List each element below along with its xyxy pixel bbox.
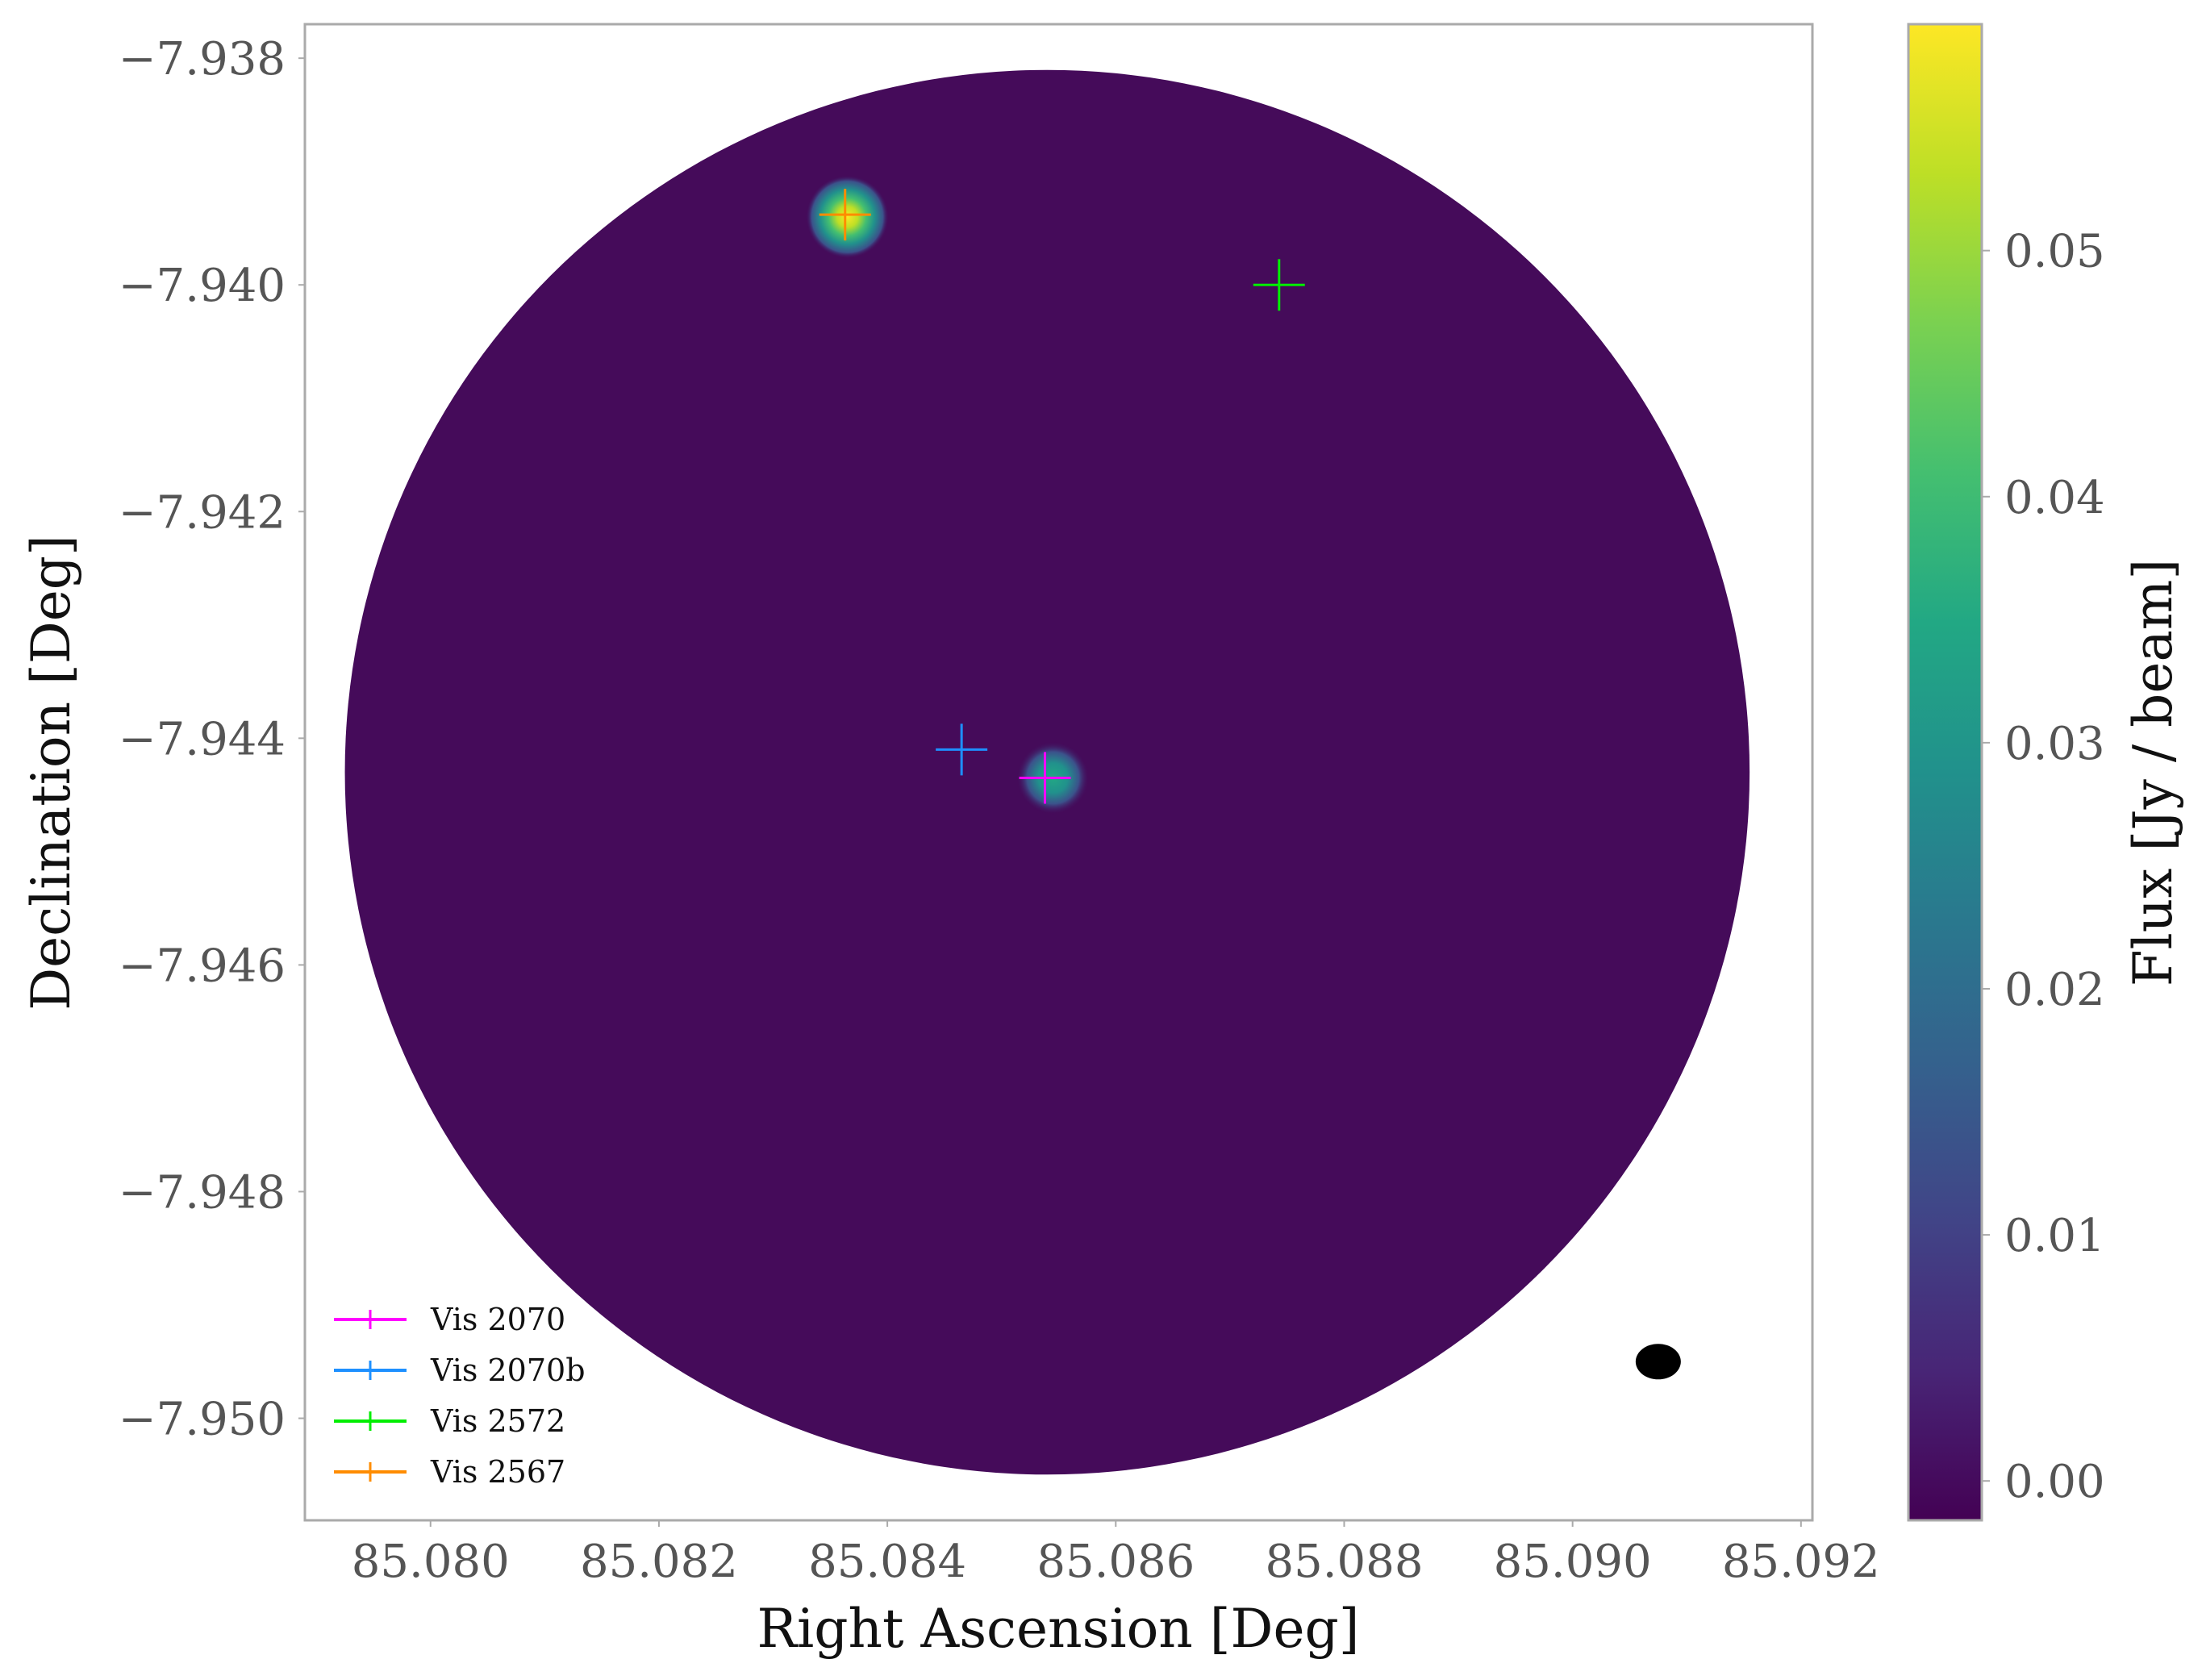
colorbar (1908, 24, 1982, 1520)
legend-label: Vis 2572 (430, 1403, 565, 1439)
legend-entry: Vis 2567 (334, 1454, 565, 1490)
colorbar-tick-label: 0.04 (2004, 472, 2105, 524)
y-tick-label: −7.942 (119, 486, 286, 539)
y-axis-label: Declination [Deg] (20, 535, 82, 1011)
y-axis-ticks: −7.938 −7.940 −7.942 −7.944 −7.946 −7.948 −7.9… (119, 33, 305, 1446)
source-blob-1 (805, 174, 890, 259)
legend-entry: Vis 2070b (334, 1353, 586, 1388)
colorbar-tick-label: 0.00 (2004, 1456, 2105, 1508)
flux-map (344, 69, 1750, 1475)
x-tick-label: 85.080 (352, 1536, 510, 1588)
colorbar-label: Flux [Jy / beam] (2122, 559, 2184, 986)
x-axis-label: Right Ascension [Deg] (757, 1598, 1359, 1660)
colorbar-tick-label: 0.01 (2004, 1210, 2105, 1262)
x-tick-label: 85.082 (580, 1536, 738, 1588)
x-tick-label: 85.092 (1722, 1536, 1880, 1588)
x-tick-label: 85.088 (1266, 1536, 1424, 1588)
legend-label: Vis 2070 (430, 1302, 565, 1337)
x-axis-ticks: 85.080 85.082 85.084 85.086 85.088 85.090 85.0… (352, 1520, 1880, 1588)
colorbar-ticks: 0.00 0.01 0.02 0.03 0.04 0.05 (1982, 226, 2105, 1508)
legend-label: Vis 2070b (430, 1353, 586, 1388)
marker-vis-2070b (936, 723, 988, 776)
marker-vis-2070 (1019, 752, 1071, 804)
y-tick-label: −7.940 (119, 260, 286, 312)
beam-ellipse (1635, 1344, 1681, 1380)
y-tick-label: −7.938 (119, 33, 286, 85)
y-tick-label: −7.944 (119, 713, 286, 765)
marker-vis-2572 (1253, 259, 1305, 311)
colorbar-tick-label: 0.02 (2004, 964, 2105, 1016)
x-tick-label: 85.090 (1494, 1536, 1652, 1588)
colorbar-frame (1907, 23, 1983, 1522)
y-tick-label: −7.948 (119, 1166, 286, 1219)
colorbar-tick-label: 0.05 (2004, 226, 2105, 278)
y-tick-label: −7.946 (119, 940, 286, 992)
legend-entry: Vis 2070 (334, 1302, 565, 1337)
legend: Vis 2070 Vis 2070b Vis 2572 Vis 2567 (334, 1302, 586, 1490)
marker-vis-2567 (819, 189, 871, 241)
y-tick-label: −7.950 (119, 1394, 286, 1446)
x-tick-label: 85.084 (808, 1536, 966, 1588)
x-tick-label: 85.086 (1036, 1536, 1195, 1588)
legend-label: Vis 2567 (430, 1454, 565, 1490)
source-markers (819, 189, 1305, 804)
colorbar-tick-label: 0.03 (2004, 718, 2105, 770)
legend-entry: Vis 2572 (334, 1403, 565, 1439)
plot-frame (303, 23, 1814, 1522)
